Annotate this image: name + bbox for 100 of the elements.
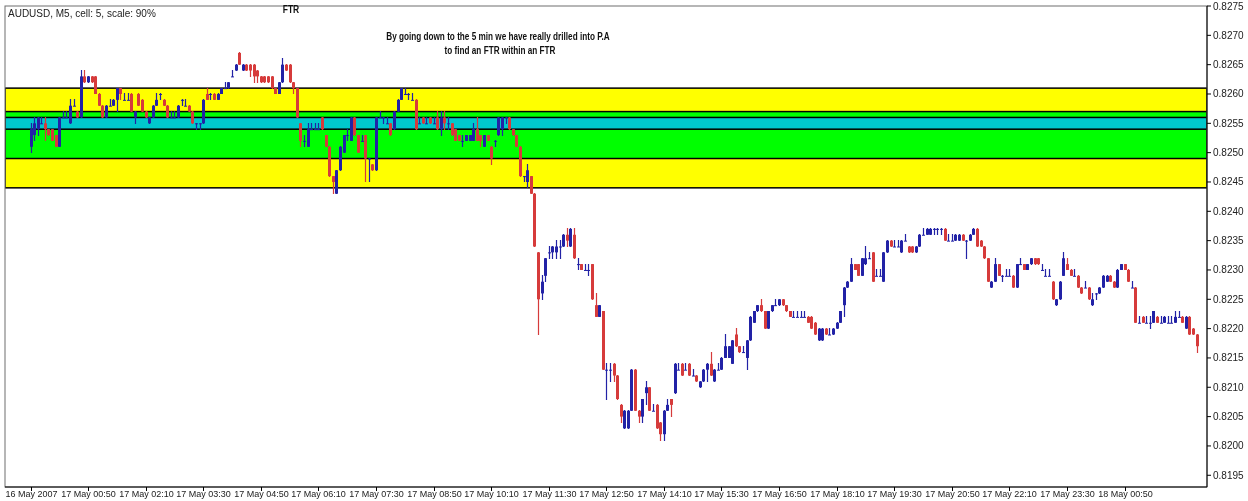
candlestick [681,362,684,377]
candlestick [332,175,335,195]
y-tick-label: 0.8215 [1213,352,1245,364]
candlestick [217,92,220,101]
candlestick [1062,251,1065,277]
candlestick [778,298,781,307]
candlestick [821,327,824,342]
y-tick-label: 0.8260 [1213,88,1245,100]
candlestick [1066,257,1069,271]
candlestick [83,69,86,84]
candlestick [494,139,497,148]
x-tick-label: 17 May 22:10 [982,489,1037,499]
candlestick [843,286,846,318]
x-tick-label: 17 May 07:30 [349,489,404,499]
candlestick [1055,298,1058,307]
candlestick [415,98,418,131]
y-tick-label: 0.8230 [1213,264,1245,276]
candlestick [505,116,508,125]
candlestick [800,310,803,318]
candlestick [1181,315,1184,324]
candlestick [508,116,511,131]
candlestick [418,116,421,125]
candlestick [584,263,587,271]
x-tick-label: 17 May 16:50 [752,489,807,499]
candlestick [1127,268,1130,283]
candlestick [451,122,454,137]
candlestick [37,116,40,137]
candlestick [1156,315,1159,324]
candlestick [40,116,43,125]
y-tick-label: 0.8210 [1213,381,1245,393]
candlestick [80,69,83,119]
x-tick-label: 17 May 23:30 [1040,489,1095,499]
candlestick [947,233,950,242]
candlestick [771,304,774,313]
candlestick [386,116,389,125]
candlestick [886,239,889,254]
candlestick [368,157,371,183]
candlestick [227,81,230,90]
candlestick [249,63,252,78]
y-tick-label: 0.8195 [1213,469,1245,481]
candlestick [623,409,626,430]
candlestick [652,403,655,412]
candlestick [587,263,590,277]
x-tick-label: 17 May 04:50 [234,489,289,499]
candlestick [317,122,320,131]
candlestick [436,110,439,131]
candlestick [1091,292,1094,307]
candlestick [720,356,723,371]
candlestick [209,92,212,101]
x-tick-label: 17 May 18:10 [810,489,865,499]
x-tick-label: 17 May 03:30 [176,489,231,499]
candlestick [361,134,364,142]
candlestick [537,251,540,336]
candlestick [976,227,979,248]
candlestick [321,116,324,131]
candlestick [1088,286,1091,301]
x-tick-label: 17 May 00:50 [61,489,116,499]
candlestick [814,321,817,336]
candlestick [69,98,72,125]
y-tick-label: 0.8240 [1213,205,1245,217]
candlestick [940,227,943,236]
y-tick-label: 0.8225 [1213,293,1245,305]
candlestick [245,63,248,72]
candlestick [1149,315,1152,330]
candlestick [875,268,878,277]
candlestick [1084,280,1087,289]
candlestick [242,63,245,72]
candlestick [202,98,205,125]
candlestick [1116,268,1119,289]
candlestick [307,122,310,148]
candlestick [1142,315,1145,324]
candlestick [501,116,504,137]
candlestick [519,145,522,178]
candlestick [364,134,367,183]
candlestick [559,239,562,260]
candlestick [1044,268,1047,277]
candlestick [213,92,216,101]
candlestick [119,87,122,101]
candlestick [105,104,108,119]
candlestick [112,98,115,107]
x-tick-label: 16 May 2007 [5,489,58,499]
candlestick [1163,315,1166,324]
candlestick [573,227,576,260]
candlestick [1145,315,1148,324]
candlestick [407,92,410,101]
candlestick [713,368,716,383]
candlestick [645,380,648,406]
candlestick [994,257,997,283]
candlestick [476,116,479,142]
candlestick [181,98,184,107]
candlestick [116,87,119,113]
candlestick [1070,268,1073,277]
candlestick [314,122,317,131]
x-tick-label: 17 May 10:10 [464,489,519,499]
candlestick [688,362,691,377]
candlestick [828,327,831,336]
candlestick [897,239,900,248]
candlestick [235,63,238,72]
candlestick [184,98,187,107]
candlestick [371,163,374,172]
